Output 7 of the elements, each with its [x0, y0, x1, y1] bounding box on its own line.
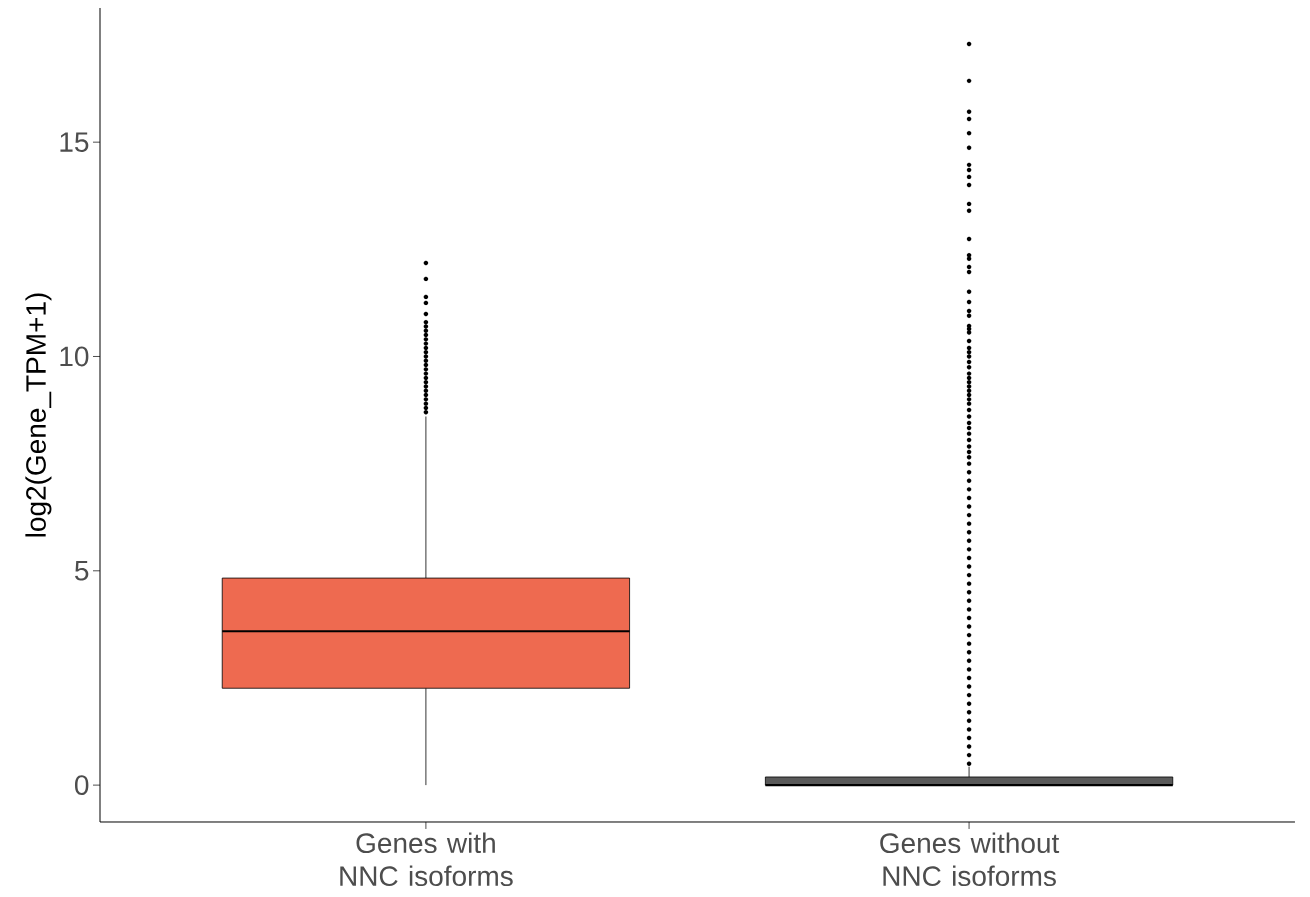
x-tick-label: Genes with NNC isoforms: [340, 832, 513, 887]
y-axis-title: log2(Gene_TPM+1): [25, 293, 52, 537]
y-tick-label: 0: [75, 775, 89, 796]
y-tick-label: 5: [75, 561, 89, 581]
x-tick-label: Genes without NNC isoforms: [880, 832, 1060, 887]
y-tick-label: 15: [60, 132, 89, 152]
y-tick-label: 10: [60, 346, 89, 367]
